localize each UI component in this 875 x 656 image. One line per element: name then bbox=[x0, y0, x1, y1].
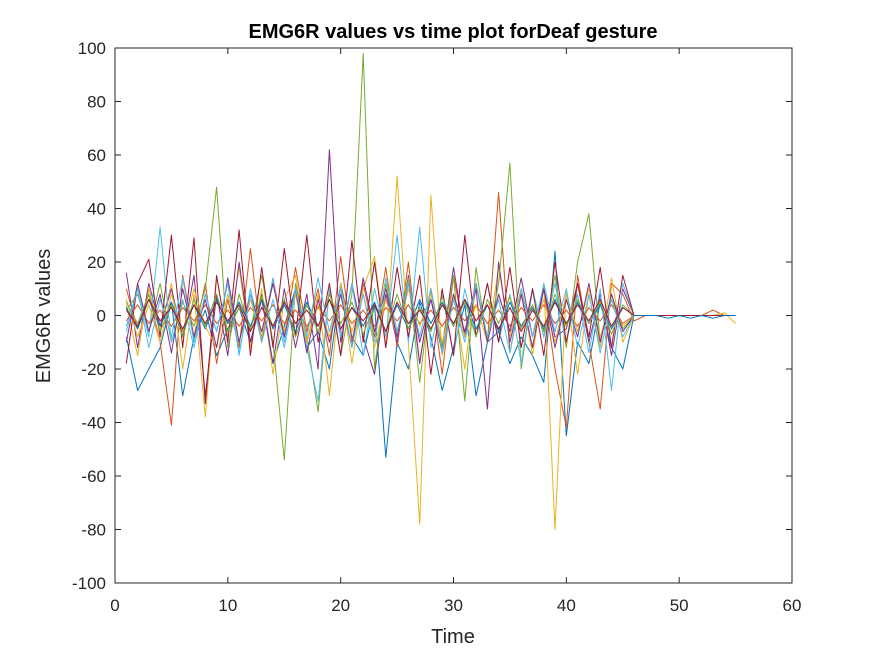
x-tick-label: 40 bbox=[557, 596, 576, 615]
y-tick-label: -40 bbox=[81, 414, 106, 433]
y-tick-label: -100 bbox=[72, 574, 106, 593]
y-axis-label: EMG6R values bbox=[33, 249, 55, 384]
x-tick-label: 0 bbox=[110, 596, 119, 615]
x-tick-label: 20 bbox=[331, 596, 350, 615]
y-tick-label: 0 bbox=[97, 307, 106, 326]
y-tick-label: 40 bbox=[87, 200, 106, 219]
x-tick-label: 30 bbox=[444, 596, 463, 615]
y-tick-label: 100 bbox=[78, 39, 106, 58]
y-axis: 100 80 60 40 20 0 -20 -40 -60 -80 -100 bbox=[72, 39, 792, 593]
chart-title: EMG6R values vs time plot forDeaf gestur… bbox=[248, 21, 657, 43]
x-tick-label: 60 bbox=[783, 596, 802, 615]
y-tick-label: 20 bbox=[87, 253, 106, 272]
y-tick-label: -60 bbox=[81, 467, 106, 486]
x-tick-label: 50 bbox=[670, 596, 689, 615]
y-tick-label: -80 bbox=[81, 521, 106, 540]
x-axis-label: Time bbox=[431, 626, 475, 648]
y-tick-label: 80 bbox=[87, 93, 106, 112]
y-tick-label: 60 bbox=[87, 146, 106, 165]
y-tick-label: -20 bbox=[81, 360, 106, 379]
series-group bbox=[125, 52, 736, 530]
x-axis: 0 10 20 30 40 50 60 bbox=[110, 48, 801, 615]
series-line-14 bbox=[125, 298, 635, 333]
x-tick-label: 10 bbox=[218, 596, 237, 615]
